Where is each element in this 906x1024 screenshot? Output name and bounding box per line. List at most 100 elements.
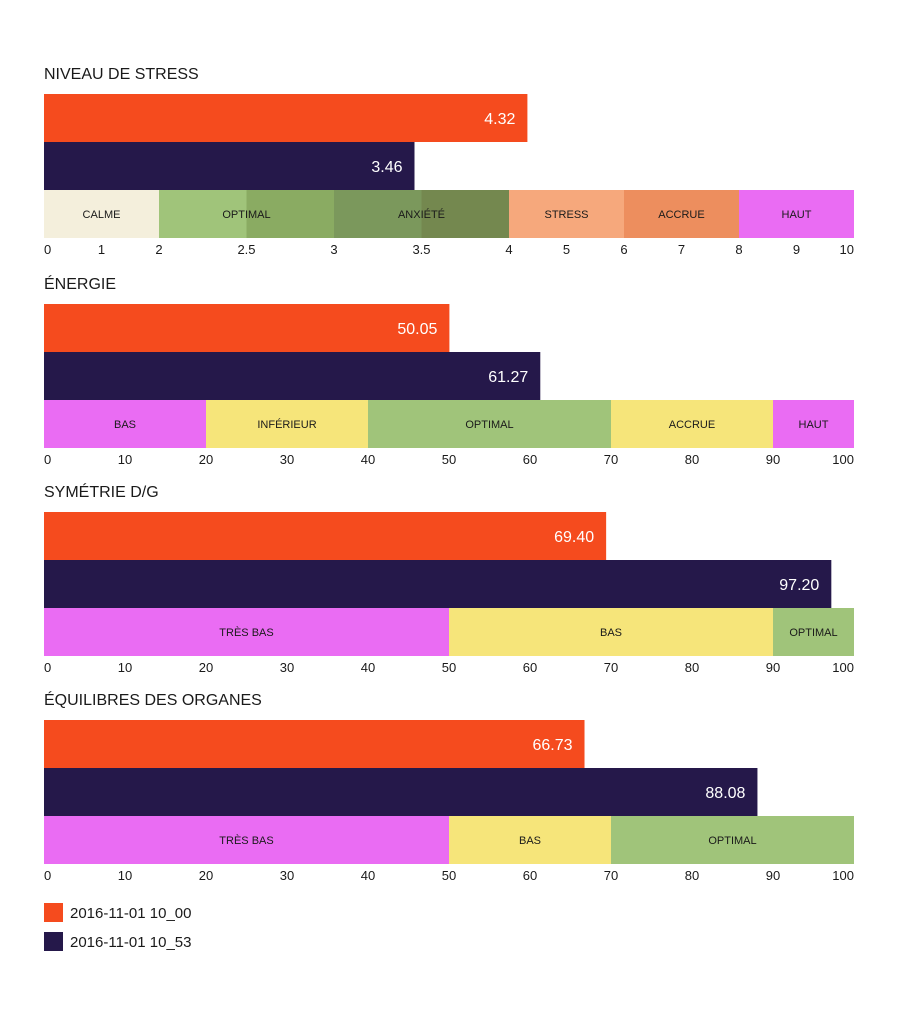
- band-label-bas: BAS: [519, 835, 541, 847]
- tick-label: 90: [766, 660, 780, 675]
- tick-label: 70: [604, 452, 618, 467]
- band-bas: [449, 816, 611, 864]
- bar-value-label-1: 50.05: [397, 321, 437, 338]
- tick-label: 1: [98, 242, 105, 257]
- tick-label: 0: [44, 868, 51, 883]
- legend-swatch-2: [44, 932, 63, 951]
- tick-label: 0: [44, 452, 51, 467]
- band-inferieur: [206, 400, 368, 448]
- section-title: SYMÉTRIE D/G: [44, 482, 159, 501]
- chart-section-equilibres-des-organes: ÉQUILIBRES DES ORGANES 66.73 88.08 TRÈS BAS…: [44, 690, 854, 883]
- band-optimal: [368, 400, 611, 448]
- tick-label: 8: [735, 242, 742, 257]
- legend-swatch-1: [44, 903, 63, 922]
- tick-label: 2: [155, 242, 162, 257]
- band-accrue: [624, 190, 739, 238]
- bar-series-2: [44, 142, 415, 190]
- band-label-accrue: ACCRUE: [658, 209, 704, 221]
- band-haut: [739, 190, 854, 238]
- tick-label: 50: [442, 660, 456, 675]
- bar-series-1: [44, 304, 450, 352]
- bar-value-label-2: 88.08: [705, 785, 745, 802]
- bar-value-label-2: 61.27: [488, 369, 528, 386]
- tick-label: 40: [361, 868, 375, 883]
- band-label-calme: CALME: [83, 209, 121, 221]
- bar-value-label-1: 69.40: [554, 529, 594, 546]
- band-label-accrue: ACCRUE: [669, 419, 715, 431]
- band-label-haut: HAUT: [799, 419, 829, 431]
- tick-label: 60: [523, 452, 537, 467]
- tick-label: 7: [678, 242, 685, 257]
- bar-series-2: [44, 560, 832, 608]
- tick-label: 3: [330, 242, 337, 257]
- band-label-optimal: OPTIMAL: [222, 209, 270, 221]
- legend-label-2: 2016-11-01 10_53: [70, 934, 192, 951]
- legend: 2016-11-01 10_00 2016-11-01 10_53: [44, 903, 192, 951]
- tick-label: 2.5: [237, 242, 255, 257]
- tick-label: 40: [361, 660, 375, 675]
- tick-label: 9: [793, 242, 800, 257]
- band-bas: [44, 400, 206, 448]
- band-label-stress: STRESS: [544, 209, 588, 221]
- section-title: NIVEAU DE STRESS: [44, 66, 199, 83]
- bar-series-1: [44, 94, 528, 142]
- band-label-anxiete: ANXIÉTÉ: [398, 208, 445, 221]
- tick-label: 40: [361, 452, 375, 467]
- tick-label: 80: [685, 660, 699, 675]
- tick-label: 90: [766, 868, 780, 883]
- band-bas: [449, 608, 773, 656]
- tick-label: 30: [280, 660, 294, 675]
- band-segment-2: [159, 190, 247, 238]
- band-accrue: [611, 400, 773, 448]
- tick-label: 100: [832, 452, 854, 467]
- tick-label: 10: [118, 452, 132, 467]
- tick-label: 6: [620, 242, 627, 257]
- band-label-optimal: OPTIMAL: [789, 627, 837, 639]
- band-label-optimal: OPTIMAL: [708, 835, 756, 847]
- band-label-optimal: OPTIMAL: [465, 419, 513, 431]
- chart-section-symetrie-d-g: SYMÉTRIE D/G 69.40 97.20 TRÈS BAS BAS OPTIMAL…: [44, 482, 854, 675]
- tick-label: 10: [118, 868, 132, 883]
- section-title: ÉQUILIBRES DES ORGANES: [44, 690, 262, 709]
- tick-label: 0: [44, 242, 51, 257]
- tick-label: 30: [280, 868, 294, 883]
- tick-label: 10: [118, 660, 132, 675]
- tick-label: 80: [685, 868, 699, 883]
- chart-section-niveau-de-stress: NIVEAU DE STRESS 4.32 3.46 CALME OPTIMAL ANXI…: [44, 66, 854, 257]
- band-haut: [773, 400, 854, 448]
- tick-label: 100: [832, 868, 854, 883]
- bar-value-label-2: 97.20: [779, 577, 819, 594]
- band-optimal: [611, 816, 854, 864]
- band-label-inferieur: INFÉRIEUR: [257, 418, 316, 431]
- bar-series-2: [44, 352, 541, 400]
- tick-label: 20: [199, 452, 213, 467]
- tick-label: 4: [505, 242, 512, 257]
- bar-series-1: [44, 512, 607, 560]
- bar-value-label-1: 66.73: [532, 737, 572, 754]
- tick-label: 70: [604, 868, 618, 883]
- tick-label: 100: [832, 660, 854, 675]
- band-label-tres-bas: TRÈS BAS: [219, 834, 273, 847]
- tick-label: 20: [199, 868, 213, 883]
- tick-label: 5: [563, 242, 570, 257]
- tick-label: 70: [604, 660, 618, 675]
- legend-label-1: 2016-11-01 10_00: [70, 905, 192, 922]
- band-optimal: [246, 190, 334, 238]
- band-optimal: [773, 608, 854, 656]
- bar-series-1: [44, 720, 585, 768]
- band-label-haut: HAUT: [782, 209, 812, 221]
- band-label-bas: BAS: [114, 419, 136, 431]
- tick-label: 60: [523, 660, 537, 675]
- band-calme: [44, 190, 159, 238]
- bar-value-label-2: 3.46: [371, 159, 402, 176]
- tick-label: 10: [840, 242, 854, 257]
- bar-series-2: [44, 768, 758, 816]
- band-stress: [509, 190, 624, 238]
- bar-value-label-1: 4.32: [484, 111, 515, 128]
- band-tres-bas: [44, 608, 449, 656]
- tick-label: 50: [442, 868, 456, 883]
- tick-label: 50: [442, 452, 456, 467]
- band-segment-3: [334, 190, 422, 238]
